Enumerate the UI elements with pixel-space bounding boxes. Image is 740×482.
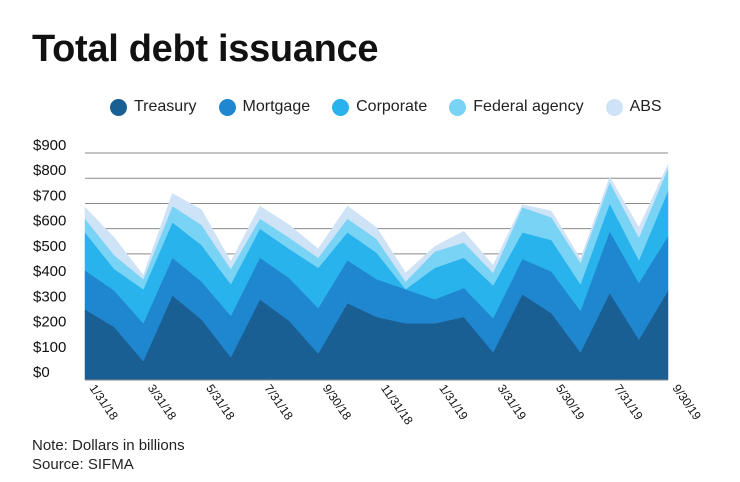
y-tick-label: $100: [33, 339, 66, 356]
y-tick-label: $500: [33, 238, 66, 255]
y-tick-label: $200: [33, 314, 66, 331]
area-series-abs: [84, 164, 669, 282]
chart-title: Total debt issuance: [32, 28, 379, 70]
legend-item-mortgage: Mortgage: [218, 98, 311, 116]
x-tick-label: 7/31/18: [261, 382, 296, 423]
legend-label-treasury: Treasury: [134, 98, 197, 115]
legend-label-mortgage: Mortgage: [242, 98, 311, 115]
legend-swatch-mortgage: [218, 98, 236, 116]
x-tick-label: 9/30/18: [320, 382, 355, 423]
x-tick-label: 3/31/19: [495, 382, 530, 423]
legend-label-federal-agency: Federal agency: [473, 98, 584, 115]
legend-swatch-treasury: [110, 98, 127, 116]
legend-label-abs: ABS: [629, 98, 662, 115]
x-tick-label: 11/31/18: [378, 382, 416, 428]
y-tick-label: $600: [33, 213, 66, 230]
x-tick-label: 5/30/19: [553, 382, 588, 423]
legend-label-corporate: Corporate: [356, 98, 428, 115]
legend-swatch-abs: [605, 98, 623, 116]
y-tick-label: $900: [33, 137, 66, 154]
area-layer: [84, 164, 669, 381]
x-tick-label: 3/31/18: [145, 382, 180, 423]
y-tick-label: $700: [33, 187, 66, 204]
y-tick-label: $400: [33, 263, 66, 280]
x-tick-label: 1/31/19: [436, 382, 471, 423]
y-tick-label: $800: [33, 162, 66, 179]
legend-item-treasury: Treasury: [110, 98, 197, 116]
legend: Treasury Mortgage Corporate Federal agen…: [110, 98, 662, 116]
legend-item-federal-agency: Federal agency: [449, 98, 584, 116]
legend-swatch-federal-agency: [449, 98, 467, 116]
source-text: Source: SIFMA: [32, 456, 134, 473]
legend-item-abs: ABS: [605, 98, 662, 116]
note-text: Note: Dollars in billions: [32, 437, 185, 454]
x-tick-label: 9/30/19: [670, 382, 705, 423]
y-tick-label: $300: [33, 288, 66, 305]
x-tick-label: 1/31/18: [87, 382, 122, 423]
y-tick-label: $0: [33, 364, 50, 381]
x-tick-label: 7/31/19: [611, 382, 646, 423]
legend-item-corporate: Corporate: [332, 98, 427, 116]
x-tick-label: 5/31/18: [203, 382, 238, 423]
legend-swatch-corporate: [332, 98, 350, 116]
